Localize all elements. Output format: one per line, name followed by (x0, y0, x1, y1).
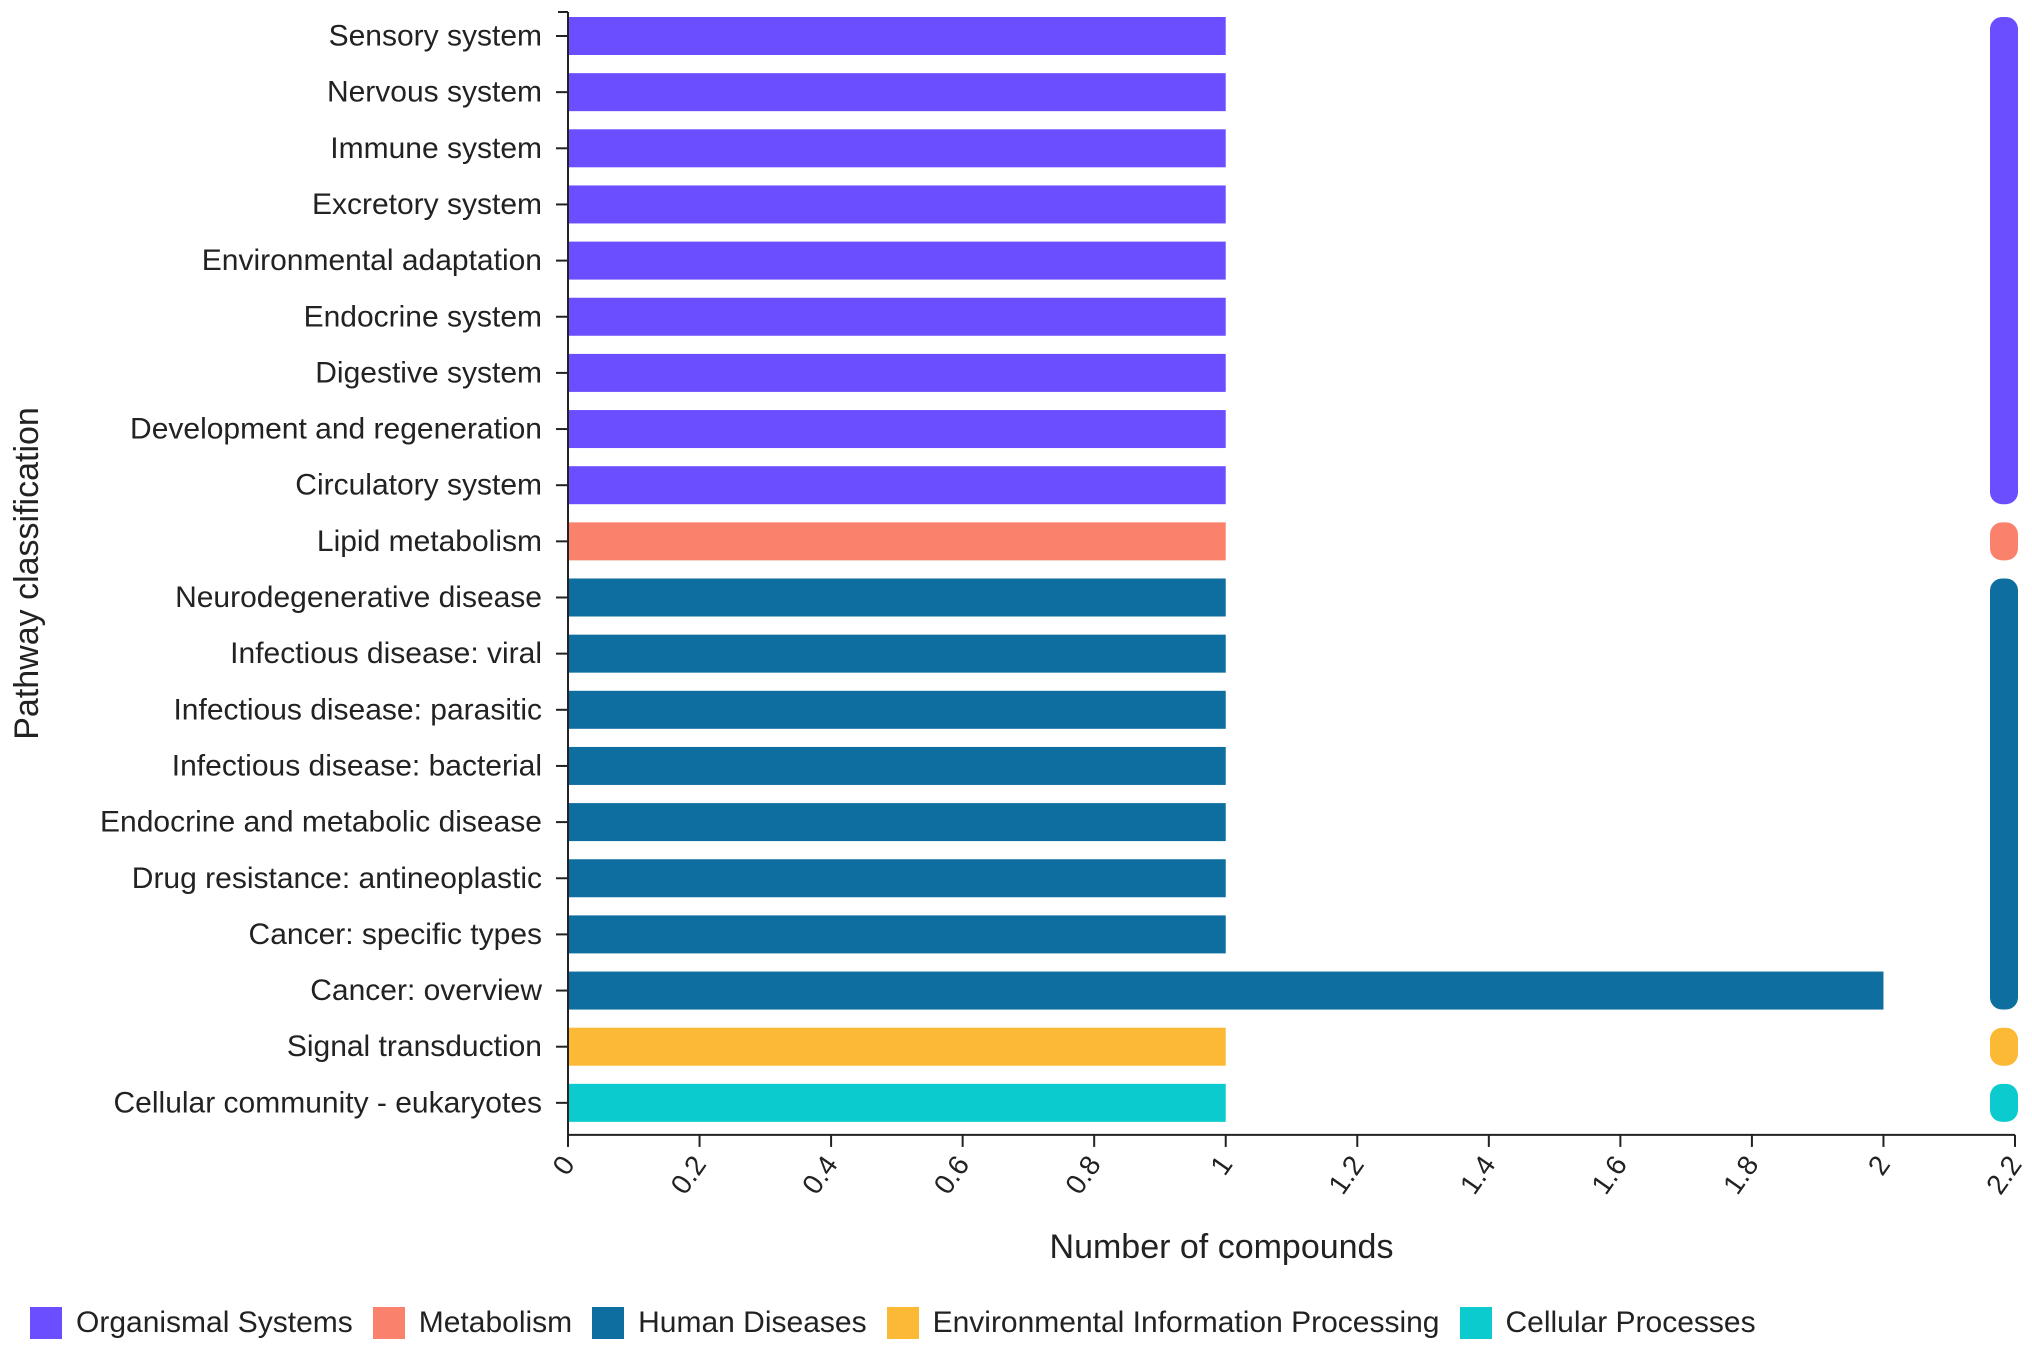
x-tick-label: 1.2 (1322, 1150, 1370, 1200)
bar-sensory-system (568, 17, 1226, 55)
y-tick-label: Cellular community - eukaryotes (114, 1086, 542, 1119)
x-tick-label: 1.6 (1585, 1150, 1633, 1200)
legend-label: Cellular Processes (1505, 1306, 1756, 1339)
legend-item-met: Metabolism (372, 1306, 573, 1340)
y-tick-label: Endocrine system (304, 300, 542, 333)
y-tick-label: Cancer: specific types (249, 918, 542, 951)
legend-label: Metabolism (418, 1306, 573, 1339)
x-tick-label: 1 (1204, 1150, 1238, 1181)
legend-item-hd: Human Diseases (592, 1306, 867, 1340)
y-tick-label: Infectious disease: parasitic (173, 693, 542, 726)
bar-development-and-regeneration (568, 410, 1226, 449)
legend-swatch (372, 1307, 405, 1339)
x-tick-label: 0.4 (796, 1150, 844, 1200)
x-tick-label: 1.8 (1717, 1150, 1765, 1200)
x-tick-label: 1.4 (1454, 1150, 1502, 1200)
legend: Organismal Systems Metabolism Human Diseas… (30, 1305, 1756, 1341)
x-tick-label: 2.2 (1980, 1150, 2028, 1200)
group-strip-met (1990, 522, 2018, 561)
legend-label: Organismal Systems (76, 1306, 353, 1339)
bar-infectious-disease-bacterial (568, 746, 1226, 785)
y-tick-label: Excretory system (312, 188, 542, 221)
x-tick-label: 0.6 (928, 1150, 976, 1200)
y-axis: Sensory system Nervous system Immune syste… (100, 11, 569, 1135)
y-axis-title: Pathway classification (8, 407, 46, 740)
x-axis-title: Number of compounds (1050, 1228, 1394, 1266)
y-tick-label: Neurodegenerative disease (175, 581, 542, 614)
y-tick-label: Immune system (330, 132, 542, 165)
bar-digestive-system (568, 353, 1226, 392)
bar-drug-resistance-antineoplastic (568, 859, 1226, 898)
bar-immune-system (568, 129, 1226, 168)
legend-label: Human Diseases (638, 1306, 867, 1339)
y-tick-label: Infectious disease: bacterial (172, 749, 542, 782)
bar-excretory-system (568, 185, 1226, 224)
x-tick-label: 0.2 (665, 1150, 713, 1200)
bar-neurodegenerative-disease (568, 578, 1226, 617)
y-tick-label: Circulatory system (295, 469, 542, 502)
legend-swatch (886, 1307, 919, 1339)
bars-group (568, 17, 1884, 1122)
legend-label: Environmental Information Processing (932, 1306, 1440, 1339)
group-strip-os (1990, 17, 2018, 505)
legend-swatch (592, 1307, 625, 1339)
bar-cellular-community-eukaryotes (568, 1083, 1226, 1122)
bar-infectious-disease-viral (568, 634, 1226, 673)
group-strip-cp (1990, 1083, 2018, 1122)
legend-item-os: Organismal Systems (30, 1306, 353, 1340)
bar-lipid-metabolism (568, 522, 1226, 561)
bar-signal-transduction (568, 1027, 1226, 1066)
bar-infectious-disease-parasitic (568, 690, 1226, 729)
x-tick-label: 0 (546, 1150, 580, 1181)
group-strip-hd (1990, 578, 2018, 1010)
legend-swatch (30, 1307, 62, 1339)
x-tick-label: 2 (1862, 1150, 1896, 1181)
y-tick-label: Sensory system (329, 20, 542, 53)
x-axis: 0 0.2 0.4 0.6 0.8 1 1.2 1.4 1.6 1.8 2 2.2 (546, 1133, 2028, 1200)
bar-endocrine-system (568, 297, 1226, 336)
y-tick-label: Nervous system (327, 76, 542, 109)
bar-environmental-adaptation (568, 241, 1226, 280)
y-tick-label: Infectious disease: viral (230, 637, 542, 670)
legend-item-eip: Environmental Information Processing (886, 1306, 1440, 1340)
legend-swatch (1459, 1307, 1492, 1339)
x-tick-label: 0.8 (1059, 1150, 1107, 1200)
y-tick-label: Signal transduction (287, 1030, 542, 1063)
y-tick-label: Cancer: overview (310, 974, 542, 1007)
bar-circulatory-system (568, 466, 1226, 505)
y-tick-label: Drug resistance: antineoplastic (132, 862, 542, 895)
bar-cancer-specific-types (568, 915, 1226, 954)
y-tick-label: Environmental adaptation (202, 244, 542, 277)
group-strip-eip (1990, 1027, 2018, 1066)
y-tick-label: Endocrine and metabolic disease (100, 806, 542, 839)
y-tick-label: Digestive system (315, 356, 542, 389)
group-strips (1990, 17, 2018, 1122)
y-tick-label: Lipid metabolism (317, 525, 542, 558)
y-tick-label: Development and regeneration (130, 413, 542, 446)
bar-cancer-overview (568, 971, 1884, 1010)
bar-nervous-system (568, 73, 1226, 112)
legend-item-cp: Cellular Processes (1459, 1306, 1756, 1340)
bar-endocrine-and-metabolic-disease (568, 803, 1226, 842)
